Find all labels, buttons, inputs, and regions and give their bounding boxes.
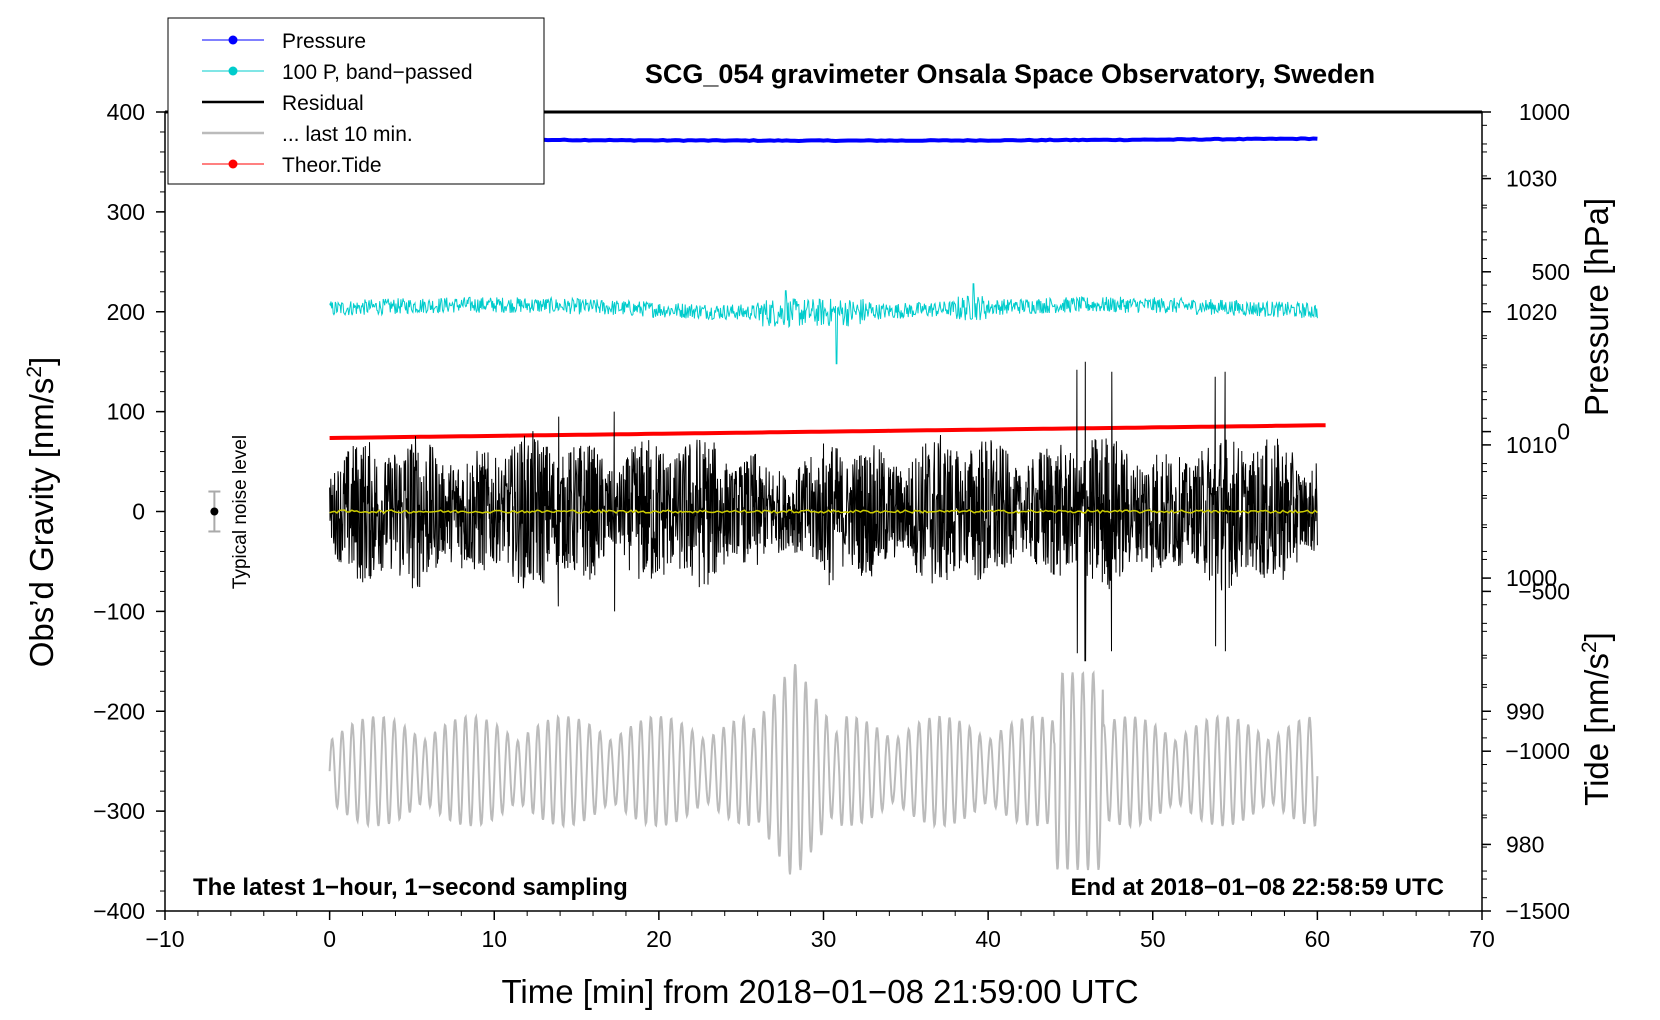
left-y-tick-label: −100 — [93, 598, 145, 624]
x-axis-ticks: −10 0 10 20 30 40 50 60 70 — [145, 911, 1495, 952]
pressure-tick-label: 990 — [1506, 698, 1544, 724]
x-tick-label: −10 — [145, 926, 184, 952]
series-last-10-min — [328, 663, 1319, 875]
left-y-tick-label: 300 — [107, 199, 145, 225]
noise-bar-point — [210, 507, 219, 516]
pressure-tick-label: 1000 — [1506, 565, 1557, 591]
pressure-tick-label: 1020 — [1506, 299, 1557, 325]
x-tick-label: 40 — [975, 926, 1001, 952]
left-y-tick-label: 200 — [107, 299, 145, 325]
x-tick-label: 30 — [811, 926, 837, 952]
chart-title: SCG_054 gravimeter Onsala Space Observat… — [645, 59, 1375, 89]
series-residual — [329, 361, 1318, 662]
left-y-axis-title-close: ] — [23, 357, 60, 366]
x-axis-title: Time [min] from 2018−01−08 21:59:00 UTC — [501, 973, 1138, 1010]
tide-axis-ticks: 1000 500 0 −500 −1000 −1500 — [1482, 99, 1570, 924]
left-y-tick-label: 100 — [107, 399, 145, 425]
left-y-tick-label: −200 — [93, 698, 145, 724]
left-y-axis-ticks: 400 300 200 100 0 −100 −200 −300 −400 — [93, 99, 165, 924]
tide-tick-label: 500 — [1532, 259, 1570, 285]
legend-label: 100 P, band−passed — [282, 61, 473, 84]
x-tick-label: 70 — [1469, 926, 1495, 952]
series-band-passed-pressure — [329, 283, 1318, 365]
tide-tick-label: −500 — [1518, 578, 1570, 604]
left-y-tick-label: 400 — [107, 99, 145, 125]
tide-axis-title: Tide [nm/s2] — [1578, 632, 1615, 806]
left-y-axis-title-superscript: 2 — [23, 366, 46, 378]
left-y-axis-title: Obs’d Gravity [nm/s2] — [23, 357, 60, 668]
tide-tick-label: −1000 — [1505, 738, 1570, 764]
tide-tick-label: 1000 — [1519, 99, 1570, 125]
pressure-tick-label: 980 — [1506, 831, 1544, 857]
legend-marker — [228, 159, 238, 169]
noise-level-label: Typical noise level — [230, 435, 251, 589]
left-y-tick-label: 0 — [132, 499, 145, 525]
tide-axis-title-main: Tide [nm/s — [1578, 653, 1615, 806]
annotation-end-time: End at 2018−01−08 22:58:59 UTC — [1070, 874, 1444, 901]
noise-level-indicator — [208, 490, 221, 533]
legend-label: Theor.Tide — [282, 154, 382, 177]
pressure-tick-label: 1010 — [1506, 432, 1557, 458]
tide-axis-title-close: ] — [1578, 632, 1615, 641]
pressure-axis-title: Pressure [hPa] — [1578, 198, 1615, 416]
legend-label: Residual — [282, 92, 364, 115]
annotation-sampling: The latest 1−hour, 1−second sampling — [193, 874, 628, 901]
left-y-tick-label: −300 — [93, 798, 145, 824]
left-y-tick-label: −400 — [93, 898, 145, 924]
x-tick-label: 0 — [323, 926, 336, 952]
legend-marker — [228, 35, 238, 45]
series-residual-smoothed — [329, 509, 1318, 515]
tide-axis-title-superscript: 2 — [1578, 641, 1601, 653]
x-tick-label: 60 — [1305, 926, 1331, 952]
left-y-axis-title-main: Obs’d Gravity [nm/s — [23, 378, 60, 668]
x-tick-label: 20 — [646, 926, 672, 952]
tide-tick-label: 0 — [1557, 419, 1570, 445]
legend-marker — [228, 66, 238, 76]
tide-tick-label: −1500 — [1505, 898, 1570, 924]
legend-label: ... last 10 min. — [282, 123, 413, 146]
pressure-tick-label: 1030 — [1506, 166, 1557, 192]
series-theor-tide — [329, 423, 1326, 440]
pressure-axis-ticks: 1030 1020 1010 1000 990 980 — [1482, 124, 1557, 899]
x-tick-label: 10 — [481, 926, 507, 952]
legend: Pressure 100 P, band−passed Residual ... la… — [167, 17, 545, 185]
legend-label: Pressure — [282, 30, 366, 53]
x-tick-label: 50 — [1140, 926, 1166, 952]
